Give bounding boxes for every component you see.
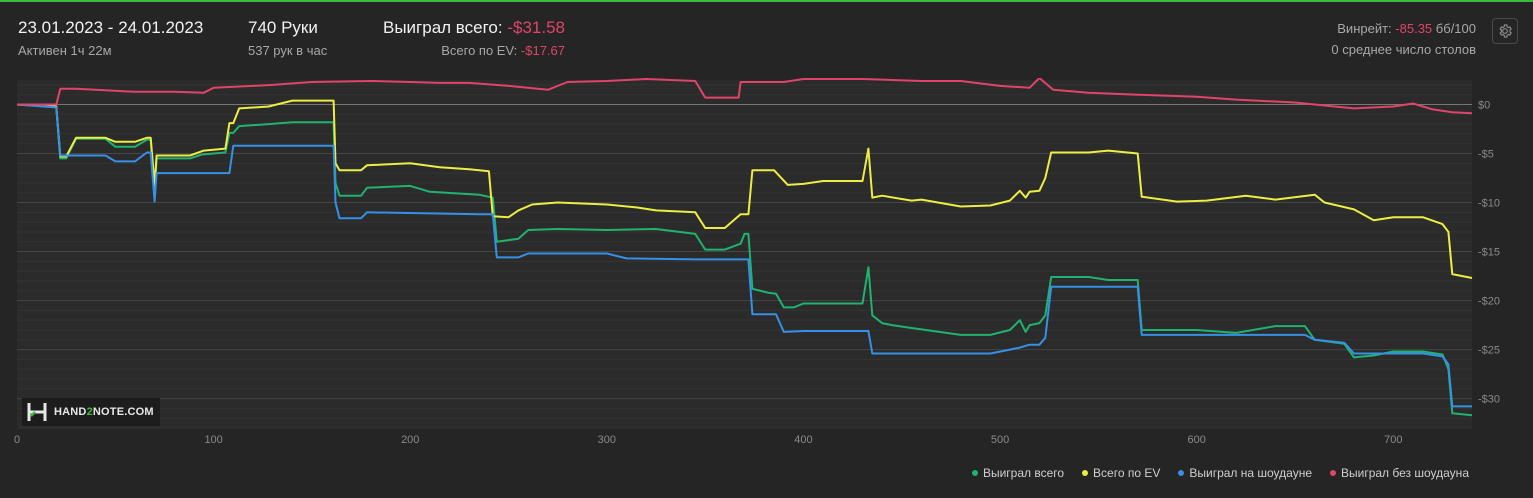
gear-icon [1499,24,1512,38]
x-tick-label: 100 [204,434,222,446]
y-tick-label: -$20 [1478,296,1500,308]
x-tick-label: 600 [1188,434,1206,446]
legend-dot [1178,470,1185,476]
chart-legend: Выиграл всего Всего по EV Выиграл на шоу… [971,466,1469,480]
logo-mark-icon [27,403,47,421]
x-tick-label: 0 [14,434,20,446]
y-tick-label: -$5 [1478,149,1494,161]
logo-text: HAND2NOTE.COM [54,406,154,418]
hand2note-logo: HAND2NOTE.COM [22,398,160,426]
winrate-unit: бб/100 [1435,21,1476,36]
x-tick-label: 400 [794,434,812,446]
y-tick-label: -$15 [1478,247,1500,259]
x-tick-label: 200 [401,434,419,446]
y-tick-label: $0 [1478,100,1490,112]
legend-label: Выиграл без шоудауна [1341,466,1469,480]
legend-item-won-total[interactable]: Выиграл всего [971,466,1065,480]
won-total: Выиграл всего: -$31.58 [383,18,565,38]
won-total-label: Выиграл всего: [382,18,503,37]
plot-area [17,80,1472,428]
totals-block: Выиграл всего: -$31.58 Всего по EV: -$17… [383,18,565,58]
winrate: Винрейт: -85.35 бб/100 [1331,21,1476,36]
top-accent-bar [0,0,1533,2]
series-line-3 [17,78,1473,115]
legend-dot [1082,470,1089,476]
avg-tables: 0 среднее число столов [1331,42,1476,57]
date-block: 23.01.2023 - 24.01.2023 Активен 1ч 22м [18,18,203,58]
winrate-label: Винрейт: [1337,21,1392,36]
active-time: Активен 1ч 22м [18,43,112,58]
x-tick-label: 500 [991,434,1009,446]
series-line-2 [16,103,1472,408]
series-line-0 [16,103,1473,417]
hands-per-hour: 537 рук в час [248,43,328,58]
legend-dot [971,470,978,476]
date-range: 23.01.2023 - 24.01.2023 [18,18,204,37]
profit-chart: $0 -$5 -$10 -$15 -$20 -$25 -$30 0 100 200 300 400 50… [14,78,1500,446]
ev-total: Всего по EV: -$17.67 [383,43,565,58]
winrate-block: Винрейт: -85.35 бб/100 0 среднее число с… [1331,21,1476,57]
series-line-1 [16,99,1473,279]
x-tick-label: 300 [598,434,616,446]
hands-count: 740 Руки [248,18,318,37]
y-tick-label: -$25 [1478,345,1500,357]
y-tick-label: -$10 [1478,198,1500,210]
x-tick-label: 700 [1384,434,1402,446]
legend-item-showdown[interactable]: Выиграл на шоудауне [1178,466,1312,480]
ev-total-label: Всего по EV: [441,43,518,58]
ev-total-value: -$17.67 [520,43,565,58]
legend-item-no-showdown[interactable]: Выиграл без шоудауна [1330,466,1469,480]
winrate-value: -85.35 [1395,21,1433,36]
y-tick-label: -$30 [1478,394,1500,406]
legend-dot [1330,470,1336,476]
legend-item-ev-total[interactable]: Всего по EV [1082,466,1160,480]
legend-label: Выиграл всего [982,466,1065,480]
settings-button[interactable] [1492,18,1518,44]
legend-label: Выиграл на шоудауне [1189,466,1312,480]
legend-label: Всего по EV [1093,466,1161,480]
hands-block: 740 Руки 537 рук в час [248,18,327,58]
won-total-value: -$31.58 [507,18,565,37]
